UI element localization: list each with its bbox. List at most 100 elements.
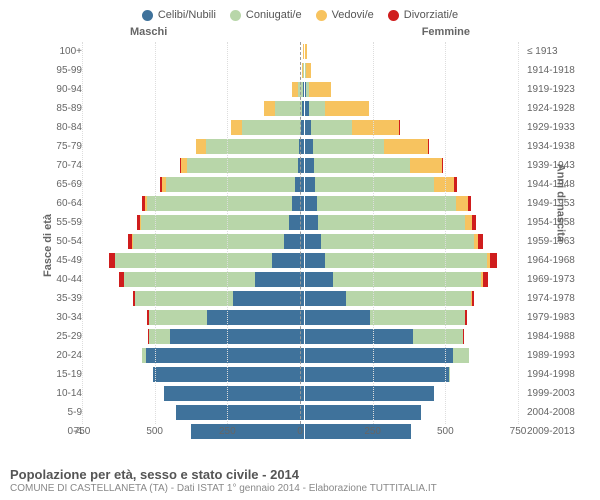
legend-item: Vedovi/e — [316, 4, 374, 26]
seg-divorced — [442, 158, 443, 173]
female-bar — [305, 82, 523, 97]
birth-year-label: 1984-1988 — [523, 331, 587, 342]
legend-swatch — [388, 10, 399, 21]
pyramid-row: 20-241989-1993 — [44, 346, 564, 365]
chart-subtitle: COMUNE DI CASTELLANETA (TA) - Dati ISTAT… — [10, 482, 437, 494]
seg-married — [315, 177, 434, 192]
age-label: 60-64 — [44, 198, 86, 209]
age-label: 95-99 — [44, 65, 86, 76]
legend: Celibi/NubiliConiugati/eVedovi/eDivorzia… — [0, 0, 600, 26]
female-bar — [305, 177, 523, 192]
pyramid-row: 85-891924-1928 — [44, 99, 564, 118]
x-axis: 7505002500250500750 — [82, 426, 504, 442]
pyramid-row: 80-841929-1933 — [44, 118, 564, 137]
side-headers: Maschi Femmine — [0, 26, 600, 42]
x-tick-label: 750 — [74, 426, 91, 437]
male-bar — [86, 310, 305, 325]
female-bar — [305, 215, 523, 230]
female-bar — [305, 367, 523, 382]
male-header: Maschi — [130, 26, 167, 38]
seg-single — [207, 310, 304, 325]
seg-married — [346, 291, 471, 306]
seg-single — [305, 253, 325, 268]
birth-year-label: 1959-1963 — [523, 236, 587, 247]
seg-single — [305, 234, 321, 249]
seg-single — [289, 215, 304, 230]
seg-married — [147, 196, 292, 211]
seg-widowed — [305, 44, 307, 59]
seg-single — [233, 291, 304, 306]
x-tick-label: 500 — [437, 426, 454, 437]
male-bar — [86, 82, 305, 97]
seg-widowed — [264, 101, 274, 116]
seg-widowed — [309, 82, 331, 97]
birth-year-label: 2004-2008 — [523, 407, 587, 418]
age-label: 25-29 — [44, 331, 86, 342]
seg-divorced — [465, 310, 467, 325]
male-bar — [86, 367, 305, 382]
age-label: 30-34 — [44, 312, 86, 323]
seg-widowed — [465, 215, 472, 230]
seg-married — [115, 253, 272, 268]
seg-divorced — [472, 291, 475, 306]
male-bar — [86, 329, 305, 344]
male-bar — [86, 63, 305, 78]
seg-widowed — [352, 120, 399, 135]
seg-single — [305, 405, 421, 420]
x-tick-label: 250 — [219, 426, 236, 437]
male-bar — [86, 158, 305, 173]
pyramid-row: 75-791934-1938 — [44, 137, 564, 156]
seg-widowed — [325, 101, 369, 116]
legend-label: Vedovi/e — [332, 9, 374, 21]
age-label: 75-79 — [44, 141, 86, 152]
seg-married — [187, 158, 297, 173]
seg-married — [314, 158, 410, 173]
male-bar — [86, 386, 305, 401]
age-label: 5-9 — [44, 407, 86, 418]
birth-year-label: 1939-1943 — [523, 160, 587, 171]
seg-single — [153, 367, 304, 382]
pyramid-row: 30-341979-1983 — [44, 308, 564, 327]
birth-year-label: 1969-1973 — [523, 274, 587, 285]
legend-label: Coniugati/e — [246, 9, 302, 21]
seg-single — [305, 329, 413, 344]
seg-widowed — [196, 139, 205, 154]
seg-widowed — [434, 177, 454, 192]
female-bar — [305, 272, 523, 287]
seg-married — [303, 63, 304, 78]
seg-single — [302, 101, 304, 116]
age-label: 90-94 — [44, 84, 86, 95]
birth-year-label: 1944-1948 — [523, 179, 587, 190]
chart-title: Popolazione per età, sesso e stato civil… — [10, 463, 437, 482]
seg-single — [305, 272, 333, 287]
pyramid-row: 95-991914-1918 — [44, 61, 564, 80]
seg-single — [305, 177, 315, 192]
plot-area: Fasce di età Anni di nascita 100+≤ 19139… — [44, 42, 564, 442]
male-bar — [86, 272, 305, 287]
female-bar — [305, 234, 523, 249]
male-bar — [86, 348, 305, 363]
seg-single — [305, 310, 370, 325]
age-label: 85-89 — [44, 103, 86, 114]
seg-married — [206, 139, 299, 154]
seg-married — [370, 310, 464, 325]
population-pyramid-chart: Celibi/NubiliConiugati/eVedovi/eDivorzia… — [0, 0, 600, 500]
birth-year-label: 1914-1918 — [523, 65, 587, 76]
center-line — [300, 42, 301, 424]
birth-year-label: 1949-1953 — [523, 198, 587, 209]
male-bar — [86, 196, 305, 211]
female-bar — [305, 405, 523, 420]
birth-year-label: 1979-1983 — [523, 312, 587, 323]
pyramid-row: 15-191994-1998 — [44, 365, 564, 384]
birth-year-label: ≤ 1913 — [523, 46, 587, 57]
seg-single — [305, 386, 434, 401]
pyramid-row: 65-691944-1948 — [44, 175, 564, 194]
male-bar — [86, 120, 305, 135]
seg-divorced — [399, 120, 400, 135]
age-label: 35-39 — [44, 293, 86, 304]
male-bar — [86, 215, 305, 230]
seg-single — [255, 272, 304, 287]
age-label: 65-69 — [44, 179, 86, 190]
birth-year-label: 1929-1933 — [523, 122, 587, 133]
seg-divorced — [472, 215, 475, 230]
